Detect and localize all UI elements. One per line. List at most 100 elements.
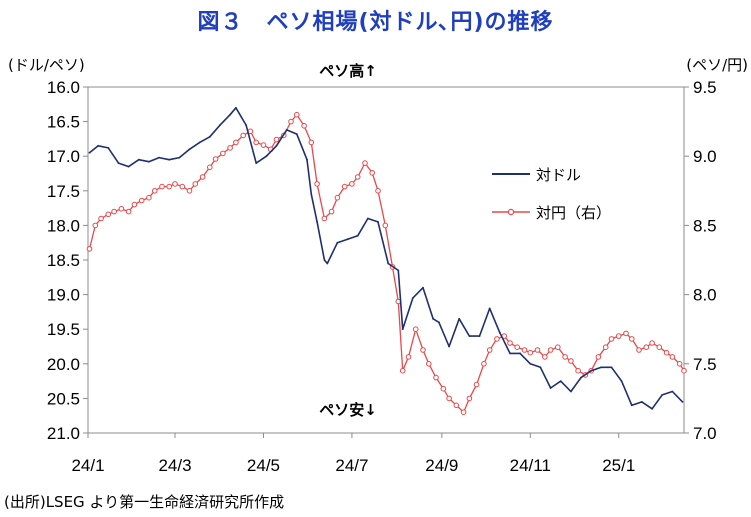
left-tick-label: 18.5 bbox=[47, 251, 80, 270]
chart-title: 図３ ペソ相場(対ドル､円)の推移 bbox=[197, 10, 554, 35]
jpy-point bbox=[349, 181, 355, 187]
usd-point bbox=[336, 241, 339, 244]
usd-point bbox=[458, 317, 461, 320]
usd-point bbox=[377, 221, 379, 223]
right-axis: 9.5 9.0 8.5 8.0 7.5 7.0 bbox=[684, 78, 717, 443]
jpy-point bbox=[663, 349, 670, 356]
left-tick-label: 20.0 bbox=[47, 355, 80, 374]
jpy-point bbox=[92, 222, 99, 229]
annotation-peso-weak: ペソ安↓ bbox=[319, 401, 377, 419]
usd-point bbox=[401, 328, 404, 331]
usd-point bbox=[549, 387, 552, 389]
jpy-point bbox=[420, 347, 426, 353]
jpy-point bbox=[656, 344, 663, 351]
usd-point bbox=[620, 380, 623, 382]
jpy-point bbox=[301, 123, 307, 129]
jpy-point bbox=[192, 181, 199, 187]
usd-point bbox=[255, 162, 258, 165]
usd-point bbox=[509, 352, 511, 355]
jpy-point bbox=[433, 374, 439, 381]
jpy-point bbox=[481, 361, 487, 367]
series-line-jpy bbox=[88, 113, 685, 414]
usd-point bbox=[422, 286, 424, 289]
usd-point bbox=[356, 234, 359, 237]
jpy-point bbox=[328, 208, 335, 215]
usd-point bbox=[580, 376, 582, 379]
jpy-point bbox=[288, 118, 294, 125]
jpy-point bbox=[473, 381, 480, 388]
jpy-point bbox=[179, 183, 186, 190]
jpy-point bbox=[669, 354, 676, 360]
jpy-point bbox=[405, 354, 412, 360]
left-tick-label: 19.0 bbox=[47, 286, 80, 305]
usd-point bbox=[97, 144, 100, 147]
usd-point bbox=[168, 158, 171, 161]
usd-point bbox=[346, 238, 349, 241]
usd-point bbox=[148, 160, 150, 163]
jpy-point bbox=[527, 349, 534, 356]
jpy-point bbox=[111, 208, 117, 215]
jpy-point bbox=[681, 367, 687, 374]
usd-point bbox=[432, 317, 434, 320]
legend: 対ドル 対円（右） bbox=[492, 166, 611, 222]
right-tick-label: 8.5 bbox=[693, 216, 717, 235]
jpy-point bbox=[253, 139, 260, 146]
jpy-point bbox=[534, 347, 541, 353]
right-tick-label: 7.0 bbox=[693, 424, 717, 443]
usd-point bbox=[519, 352, 521, 355]
x-tick-label: 24/3 bbox=[158, 456, 191, 475]
jpy-point bbox=[382, 222, 389, 229]
jpy-point bbox=[649, 340, 655, 346]
usd-point bbox=[468, 335, 471, 337]
usd-point bbox=[198, 141, 201, 144]
jpy-point bbox=[172, 181, 178, 187]
left-tick-label: 16.0 bbox=[47, 78, 80, 97]
jpy-point bbox=[453, 402, 460, 409]
jpy-point bbox=[608, 336, 615, 342]
jpy-point bbox=[426, 361, 432, 367]
jpy-point bbox=[233, 139, 239, 146]
jpy-point bbox=[676, 361, 683, 367]
jpy-point bbox=[146, 194, 152, 201]
usd-point bbox=[641, 401, 643, 403]
jpy-point bbox=[547, 347, 554, 353]
jpy-point bbox=[207, 164, 213, 171]
right-tick-label: 7.5 bbox=[693, 355, 717, 374]
usd-point bbox=[559, 380, 562, 382]
usd-point bbox=[397, 269, 400, 272]
jpy-point bbox=[227, 145, 233, 151]
jpy-point bbox=[521, 347, 528, 353]
usd-point bbox=[275, 144, 278, 147]
jpy-point bbox=[86, 246, 93, 252]
usd-point bbox=[488, 307, 491, 310]
legend-usd-label: 対ドル bbox=[536, 166, 581, 184]
usd-point bbox=[208, 135, 211, 138]
usd-point bbox=[671, 390, 674, 393]
jpy-point bbox=[440, 385, 447, 392]
usd-point bbox=[438, 321, 440, 324]
usd-point bbox=[107, 147, 110, 149]
usd-point bbox=[295, 133, 298, 136]
usd-point bbox=[411, 297, 414, 299]
usd-point bbox=[326, 262, 329, 265]
jpy-point bbox=[375, 188, 381, 194]
jpy-point bbox=[446, 395, 452, 402]
jpy-point bbox=[369, 170, 376, 176]
jpy-point bbox=[260, 142, 267, 148]
usd-point bbox=[323, 259, 326, 261]
right-tick-label: 9.0 bbox=[693, 147, 717, 166]
x-tick-label: 24/9 bbox=[425, 456, 458, 475]
jpy-point bbox=[602, 344, 609, 351]
source-note: (出所)LSEG より第一生命経済研究所作成 bbox=[4, 493, 285, 511]
jpy-point bbox=[595, 354, 602, 360]
series-line-usd bbox=[89, 107, 684, 410]
left-axis: 16.0 16.5 17.0 17.5 18.0 18.5 19.0 19.5 20.0 20.5… bbox=[47, 78, 88, 443]
left-tick-label: 21.0 bbox=[47, 424, 80, 443]
jpy-point bbox=[118, 206, 125, 212]
usd-point bbox=[245, 124, 248, 126]
jpy-point bbox=[220, 150, 226, 157]
jpy-point bbox=[98, 215, 104, 222]
usd-point bbox=[681, 401, 684, 403]
usd-point bbox=[590, 369, 593, 372]
jpy-point bbox=[575, 367, 581, 374]
